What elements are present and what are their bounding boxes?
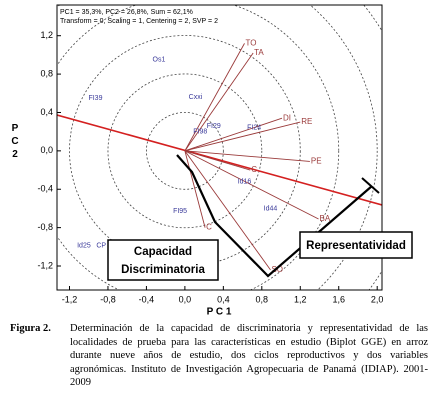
y-tick-label: 0,0 (40, 145, 53, 155)
genotype-label: FI98 (193, 129, 207, 136)
environment-label: C (206, 223, 212, 232)
x-tick-label: 1,2 (294, 294, 307, 304)
genotype-label: FI29 (207, 123, 221, 130)
header-line: Transform = 0, Scaling = 1, Centering = … (60, 18, 218, 25)
x-tick-label: 0,8 (256, 294, 269, 304)
caption: Figura 2. Determinación de la capacidad … (10, 322, 428, 390)
y-tick-label: 0,8 (40, 68, 53, 78)
circle (146, 111, 224, 190)
x-tick-label: 0,0 (179, 294, 192, 304)
environment-vector (184, 150, 310, 162)
environment-vector (184, 43, 245, 152)
circle (107, 73, 263, 229)
circle (57, 5, 378, 290)
x-tick-label: 1,6 (332, 294, 345, 304)
genotype-label: Os1 (153, 57, 166, 64)
environment-vector (184, 121, 301, 152)
genotype-label: Id16 (238, 178, 252, 185)
genotype-label: FI24 (247, 125, 261, 132)
environment-vector (184, 117, 283, 152)
annotation-box (107, 239, 219, 281)
circle (57, 5, 340, 290)
caption-label: Figura 2. (10, 323, 51, 334)
environment-label: SO (271, 265, 283, 274)
environment-label: BA (320, 214, 331, 223)
genotype-label: Id44 (264, 205, 278, 212)
environment-label: PE (311, 157, 322, 166)
environment-vector (184, 52, 254, 152)
genotype-label: FI39 (88, 95, 102, 102)
genotype-label: Cxxi (189, 94, 203, 101)
annotation-text: Representatividad (306, 240, 406, 252)
environment-vector (184, 150, 319, 220)
environment-label: DI (283, 113, 291, 122)
y-tick-label: -0,8 (37, 222, 53, 232)
header-line: PC1 = 35,3%, PC2 = 26,8%, Sum = 62,1% (60, 9, 193, 16)
x-tick-label: -0,4 (139, 294, 155, 304)
environment-vector (184, 150, 251, 171)
y-tick-label: 0,4 (40, 107, 53, 117)
caption-text: Determinación de la capacidad de discrim… (70, 323, 428, 388)
plot-frame (56, 4, 383, 291)
x-tick-label: 2,0 (371, 294, 384, 304)
x-tick-label: -0,8 (100, 294, 116, 304)
x-tick-label: 0,4 (217, 294, 230, 304)
y-axis-title: P C 2 (11, 123, 19, 160)
environment-label: TA (254, 48, 264, 57)
bracket (361, 177, 380, 194)
environment-label: TO (246, 38, 257, 47)
average-environment-axis (57, 114, 382, 206)
environment-vector (184, 150, 206, 228)
environment-vector (184, 150, 271, 271)
annotation-text: Capacidad (134, 246, 192, 258)
environment-label: C (251, 165, 257, 174)
y-tick-label: 1,2 (40, 30, 53, 40)
x-tick-label: -1,2 (62, 294, 78, 304)
y-tick-label: -0,4 (37, 184, 53, 194)
genotype-label: FI95 (173, 208, 187, 215)
environment-label: RE (301, 117, 312, 126)
x-axis-title: P C 1 (207, 307, 232, 318)
y-tick-label: -1,2 (37, 260, 53, 270)
genotype-label: Id25 (77, 243, 91, 250)
chart: PC1 = 35,3%, PC2 = 26,8%, Sum = 62,1% Tr… (37, 4, 413, 318)
annotation-box (299, 231, 413, 259)
annotation-text: Discriminatoria (121, 264, 205, 276)
genotype-label: CP (96, 243, 106, 250)
